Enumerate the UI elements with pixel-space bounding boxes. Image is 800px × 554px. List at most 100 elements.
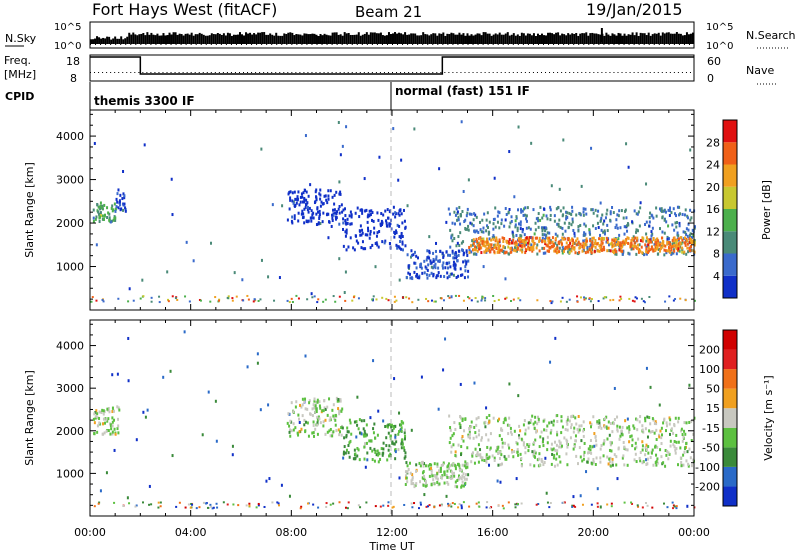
echo-cell	[331, 434, 334, 438]
nsearch-dot	[467, 44, 469, 45]
ground-scatter	[387, 299, 390, 302]
nsky-bar	[474, 34, 477, 44]
echo-cell	[306, 421, 309, 425]
echo-cell	[460, 468, 463, 472]
echo-cell	[566, 415, 569, 419]
speckle	[544, 456, 547, 460]
nsearch-dot	[517, 44, 519, 45]
echo-cell	[394, 211, 397, 215]
echo-cell	[654, 246, 657, 250]
echo-cell	[470, 420, 473, 424]
nsky-bar	[460, 34, 463, 44]
echo-cell	[655, 438, 658, 442]
ground-scatter	[344, 506, 347, 509]
echo-cell	[500, 218, 503, 222]
echo-cell	[589, 425, 592, 429]
nsky-bar	[142, 33, 145, 44]
echo-cell	[326, 201, 329, 205]
echo-cell	[109, 432, 112, 436]
echo-cell	[481, 240, 484, 244]
echo-cell	[599, 233, 602, 237]
echo-cell	[578, 250, 581, 254]
nsky-bar	[170, 34, 173, 44]
echo-cell	[613, 249, 616, 253]
echo-cell	[447, 482, 450, 486]
colorbar-segment	[723, 142, 737, 165]
echo-cell	[680, 429, 683, 433]
echo-cell	[571, 246, 574, 250]
echo-cell	[683, 429, 686, 433]
echo-cell	[496, 447, 499, 451]
ground-scatter	[252, 300, 255, 303]
echo-cell	[366, 220, 369, 224]
echo-cell	[286, 218, 289, 222]
nsky-bar	[486, 33, 489, 44]
nsearch-dot	[543, 44, 544, 45]
echo-cell	[455, 256, 458, 260]
nsearch-dot	[573, 44, 575, 45]
echo-cell	[488, 220, 491, 224]
echo-cell	[562, 237, 565, 241]
nave-dot	[255, 72, 257, 73]
echo-cell	[631, 237, 634, 241]
ground-scatter	[572, 504, 575, 507]
ground-scatter	[257, 502, 260, 505]
echo-cell	[364, 247, 367, 251]
ground-scatter	[245, 504, 248, 507]
echo-cell	[611, 463, 614, 467]
echo-cell	[546, 217, 549, 221]
echo-cell	[616, 429, 619, 433]
echo-cell	[338, 211, 341, 215]
echo-cell	[450, 445, 453, 449]
echo-cell	[603, 229, 606, 233]
echo-cell	[528, 242, 531, 246]
echo-cell	[513, 429, 516, 433]
echo-cell	[371, 449, 374, 453]
echo-cell	[293, 214, 296, 218]
ground-scatter	[490, 506, 493, 509]
echo-cell	[308, 206, 311, 210]
echo-cell	[553, 219, 556, 223]
echo-cell	[506, 423, 509, 427]
echo-cell	[481, 458, 484, 462]
x-tick-label: 00:00	[74, 526, 106, 539]
echo-cell	[688, 447, 691, 451]
speckle	[99, 489, 102, 493]
echo-cell	[394, 437, 397, 441]
echo-cell	[677, 440, 680, 444]
echo-cell	[544, 240, 547, 244]
echo-cell	[453, 421, 456, 425]
nsearch-dot	[643, 44, 645, 45]
echo-cell	[462, 484, 465, 488]
echo-cell	[631, 438, 634, 442]
echo-cell	[443, 275, 446, 279]
nsearch-dot	[522, 44, 524, 45]
echo-cell	[423, 474, 426, 478]
echo-cell	[613, 453, 616, 457]
echo-cell	[621, 244, 624, 248]
echo-cell	[475, 215, 478, 219]
nsearch-dot	[175, 44, 177, 45]
echo-cell	[378, 230, 381, 234]
echo-cell	[369, 246, 372, 250]
nave-label: Nave	[746, 64, 774, 77]
echo-cell	[527, 421, 530, 425]
echo-cell	[382, 213, 385, 217]
echo-cell	[329, 434, 332, 438]
echo-cell	[119, 208, 122, 212]
echo-cell	[682, 463, 685, 467]
echo-cell	[644, 427, 647, 431]
nsearch-dot	[653, 44, 655, 45]
ground-scatter	[263, 505, 266, 508]
ground-scatter	[171, 295, 174, 298]
echo-cell	[329, 427, 332, 431]
nsky-bar	[470, 34, 473, 44]
echo-cell	[549, 218, 552, 222]
echo-cell	[682, 435, 685, 439]
speckle	[111, 373, 114, 377]
beam-title: Beam 21	[355, 3, 422, 21]
nave-dot	[456, 72, 458, 73]
echo-cell	[99, 214, 102, 218]
echo-cell	[358, 431, 361, 435]
ground-scatter	[382, 504, 385, 507]
